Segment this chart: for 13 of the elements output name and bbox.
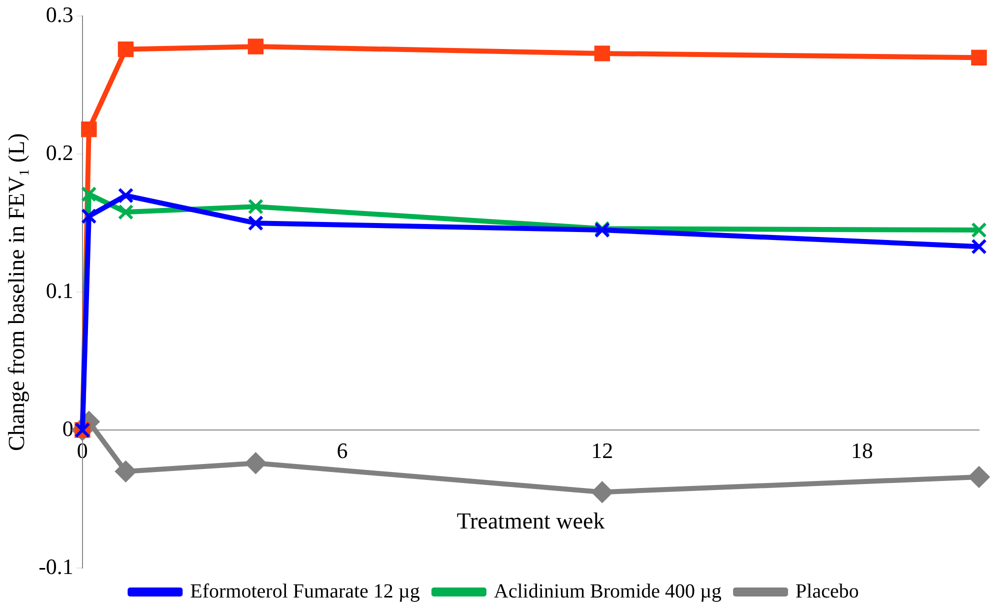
y-tick-label: 0 xyxy=(62,416,74,441)
x-tick-label: 12 xyxy=(591,438,614,464)
y-tick-label: 0.3 xyxy=(46,2,74,27)
y-tick-label: 0.2 xyxy=(46,140,74,165)
x-tick-label: 18 xyxy=(851,438,874,464)
legend-label: Placebo xyxy=(796,580,859,602)
legend-label: Eformoterol Fumarate 12 µg xyxy=(190,580,420,602)
y-tick-label: 0.1 xyxy=(46,278,74,303)
x-axis-title: Treatment week xyxy=(456,508,606,534)
y-axis-title: Change from baseline in FEV₁ (L) xyxy=(4,133,29,452)
x-tick-label: 6 xyxy=(336,438,348,464)
y-tick-label: -0.1 xyxy=(38,554,74,579)
legend-label: Aclidinium Bromide 400 µg xyxy=(494,580,722,602)
